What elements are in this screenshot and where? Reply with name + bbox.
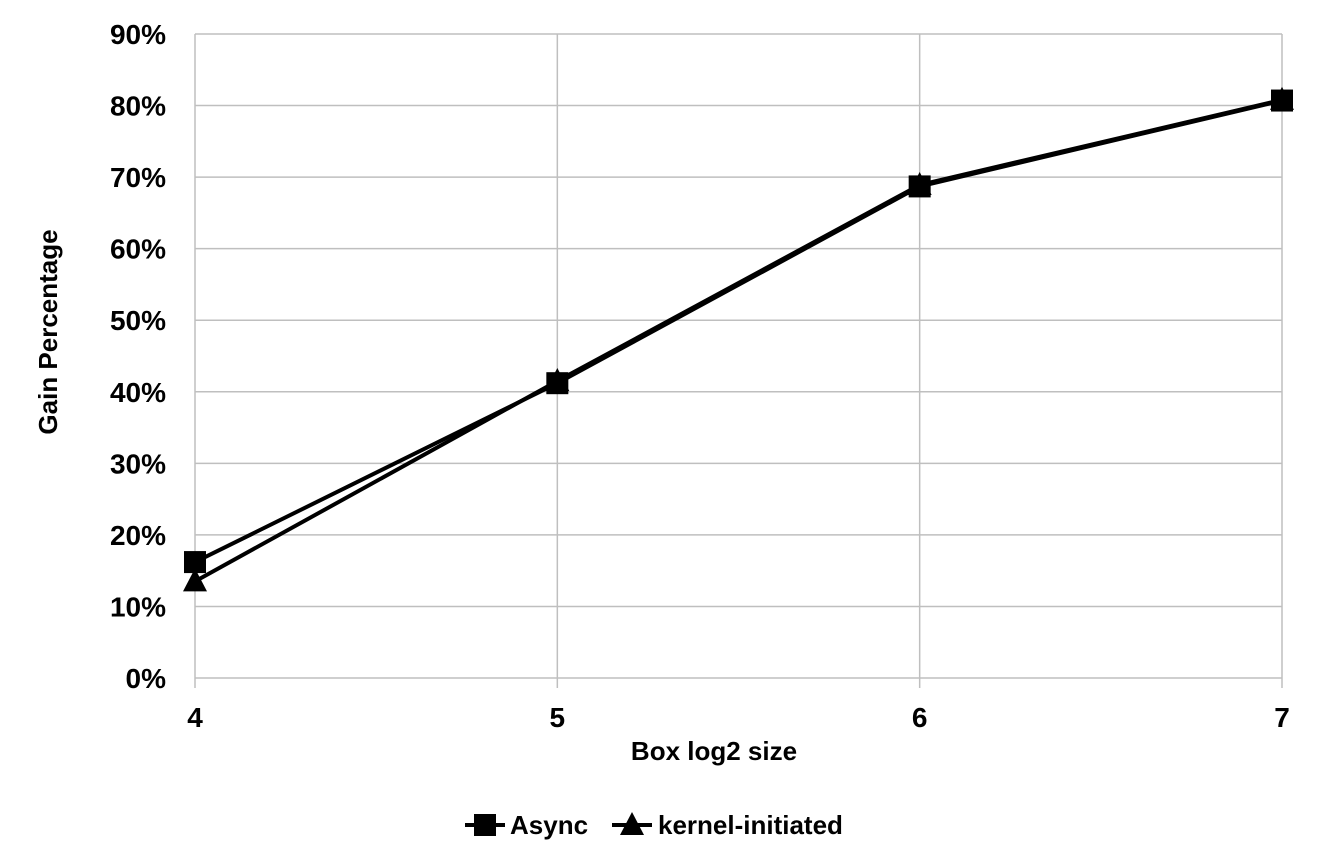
square-marker bbox=[474, 814, 496, 836]
square-marker bbox=[546, 372, 569, 395]
series-line bbox=[194, 97, 1283, 584]
x-tick-label: 7 bbox=[1274, 702, 1290, 733]
legend: Async kernel-initiated bbox=[465, 810, 843, 840]
axes bbox=[194, 34, 1282, 688]
y-tick-label: 20% bbox=[110, 520, 166, 551]
x-tick-labels: 4 5 6 7 bbox=[187, 702, 1290, 733]
y-tick-label: 70% bbox=[110, 162, 166, 193]
y-tick-labels: 0% 10% 20% 30% 40% 50% 60% 70% 80% 90% bbox=[110, 19, 166, 694]
y-tick-label: 30% bbox=[110, 448, 166, 479]
square-marker bbox=[1271, 89, 1293, 112]
grid-lines bbox=[195, 33, 1283, 688]
y-tick-label: 80% bbox=[110, 91, 166, 122]
triangle-marker bbox=[183, 568, 207, 592]
legend-label: kernel-initiated bbox=[658, 810, 843, 840]
y-tick-label: 0% bbox=[126, 663, 167, 694]
x-axis-title: Box log2 size bbox=[631, 736, 797, 766]
legend-item: Async bbox=[465, 810, 588, 840]
series-async bbox=[184, 89, 1293, 574]
x-tick-label: 4 bbox=[187, 702, 203, 733]
y-tick-label: 60% bbox=[110, 234, 166, 265]
series-kernel-initiated bbox=[183, 86, 1294, 592]
y-tick-label: 40% bbox=[110, 377, 166, 408]
x-tick-label: 6 bbox=[912, 702, 928, 733]
y-tick-label: 90% bbox=[110, 19, 166, 50]
series-line bbox=[194, 98, 1283, 564]
series bbox=[183, 86, 1294, 592]
triangle-marker bbox=[620, 812, 644, 835]
legend-item: kernel-initiated bbox=[612, 810, 843, 840]
y-tick-label: 10% bbox=[110, 591, 166, 622]
square-marker bbox=[184, 551, 206, 574]
legend-label: Async bbox=[510, 810, 588, 840]
y-axis-title: Gain Percentage bbox=[33, 229, 63, 434]
x-tick-label: 5 bbox=[550, 702, 566, 733]
y-tick-label: 50% bbox=[110, 305, 166, 336]
square-marker bbox=[908, 175, 931, 198]
